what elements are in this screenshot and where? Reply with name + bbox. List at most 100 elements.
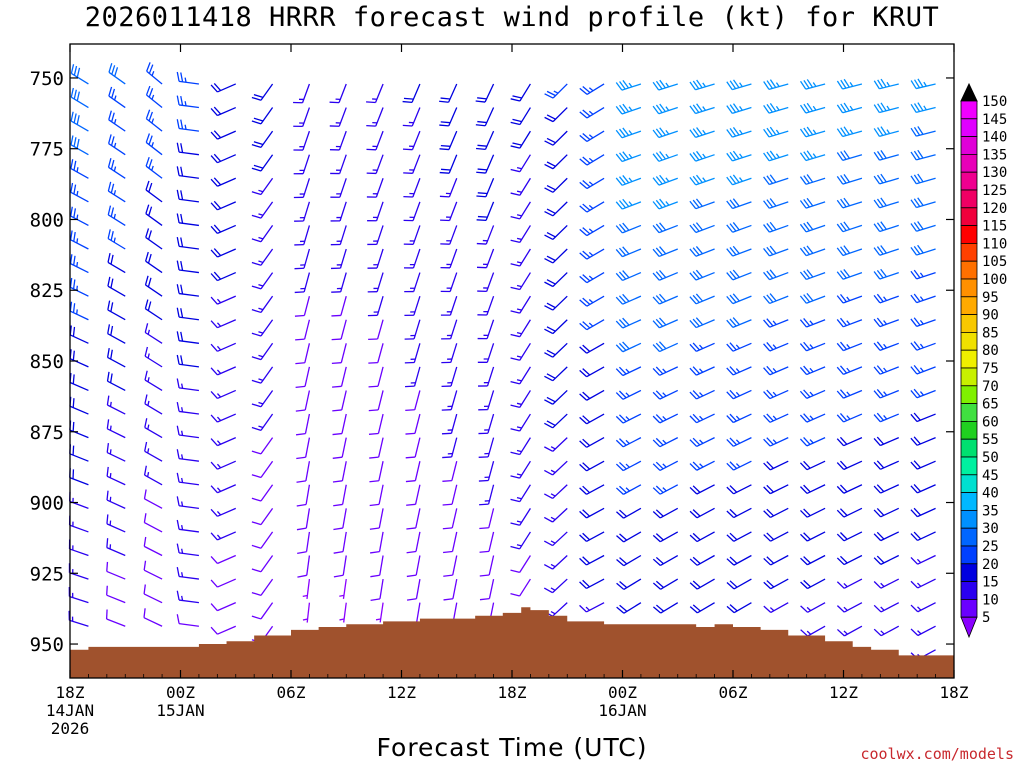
colorbar-swatch	[960, 260, 978, 280]
wind-barb-feather	[619, 509, 627, 517]
wind-barb-feather	[180, 213, 184, 224]
wind-barb-feather	[439, 171, 450, 174]
colorbar-swatch	[960, 385, 978, 404]
wind-barb-feather	[544, 187, 554, 193]
wind-barb-feather	[579, 87, 588, 95]
wind-barb-feather	[729, 270, 737, 279]
wind-barb-feather	[476, 171, 486, 174]
wind-barb-feather	[619, 604, 628, 612]
wind-barb-feather	[763, 510, 771, 518]
wind-barb-feather	[546, 302, 556, 309]
wind-barb-feather	[546, 232, 556, 238]
wind-barb-feather	[696, 79, 703, 89]
wind-barb-feather	[726, 439, 734, 447]
wind-barb-feather	[729, 104, 737, 113]
wind-barb-feather	[729, 461, 738, 469]
wind-barb-feather	[544, 493, 553, 500]
wind-barb-half-feather	[550, 540, 556, 544]
wind-barb-feather	[692, 199, 700, 208]
wind-barb-feather	[180, 284, 184, 295]
wind-barb-feather	[145, 133, 151, 143]
wind-barb-half-feather	[880, 606, 885, 611]
wind-barb-half-feather	[516, 426, 522, 429]
wind-barb-feather	[652, 487, 661, 495]
wind-barb-feather	[147, 301, 152, 311]
wind-barb-feather	[873, 247, 881, 256]
wind-barb-feather	[655, 223, 663, 232]
wind-barb-feather	[873, 628, 882, 637]
wind-barb-feather	[579, 322, 588, 331]
wind-barb-feather	[510, 593, 520, 597]
colorbar-label: 100	[982, 272, 1007, 288]
wind-barb-feather	[799, 462, 808, 471]
wind-barb-half-feather	[258, 283, 264, 287]
wind-barb-feather	[692, 461, 701, 470]
wind-barb-feather	[763, 200, 770, 209]
wind-barb-half-feather	[302, 618, 308, 621]
wind-barb-half-feather	[662, 439, 667, 444]
wind-barb-feather	[251, 143, 262, 149]
wind-barb-half-feather	[585, 606, 590, 611]
wind-barb-feather	[213, 130, 222, 139]
wind-barb-feather	[582, 86, 591, 94]
wind-barb-feather	[579, 534, 587, 542]
wind-barb-feather	[729, 128, 737, 137]
wind-barb-feather	[763, 367, 771, 376]
wind-barb-feather	[910, 366, 918, 375]
wind-barb-feather	[582, 109, 591, 117]
y-tick-label: 950	[30, 634, 64, 656]
wind-barb-feather	[579, 275, 588, 284]
wind-barb-half-feather	[151, 94, 155, 100]
wind-barb-feather	[803, 222, 810, 232]
wind-barb-staff	[143, 545, 163, 557]
wind-barb-feather	[729, 294, 737, 303]
wind-barb-feather	[479, 503, 489, 506]
wind-barb-feather	[546, 137, 556, 144]
wind-barb-feather	[689, 153, 697, 162]
wind-barb-feather	[477, 215, 488, 218]
wind-barb-feather	[333, 574, 344, 578]
wind-barb-feather	[803, 413, 811, 422]
wind-barb-feather	[210, 626, 218, 635]
wind-barb-feather	[619, 461, 627, 470]
wind-barb-half-feather	[699, 344, 704, 349]
wind-barb-feather	[251, 403, 262, 408]
wind-barb-feather	[836, 438, 845, 447]
wind-barb-feather	[876, 317, 884, 326]
wind-barb-half-feather	[113, 119, 117, 124]
wind-barb-feather	[692, 247, 700, 256]
wind-barb-feather	[510, 545, 520, 550]
wind-barb-half-feather	[923, 105, 927, 111]
wind-barb-half-feather	[699, 368, 704, 373]
wind-barb-staff	[305, 484, 311, 505]
wind-barb-feather	[876, 460, 885, 469]
wind-barb-feather	[695, 317, 704, 326]
wind-barb-half-feather	[772, 439, 777, 444]
wind-barb-feather	[913, 293, 921, 302]
wind-barb-half-feather	[516, 331, 522, 335]
wind-barb-feather	[799, 295, 807, 304]
wind-barb-feather	[297, 574, 307, 578]
wind-barb-half-feather	[516, 402, 522, 406]
wind-barb-feather	[443, 550, 453, 554]
wind-barb-half-feather	[258, 260, 264, 264]
wind-barb-feather	[546, 255, 556, 262]
x-tick-label: 12Z	[387, 683, 416, 702]
wind-barb-feather	[696, 150, 703, 160]
wind-barb-feather	[440, 97, 451, 100]
wind-barb-feather	[479, 550, 490, 553]
wind-barb-feather	[210, 555, 218, 564]
wind-barb-feather	[210, 296, 218, 305]
wind-barb-feather	[253, 117, 264, 122]
wind-barb-feather	[692, 318, 700, 327]
wind-barb-feather	[652, 391, 661, 400]
wind-barb-feather	[836, 557, 845, 566]
wind-barb-feather	[582, 180, 591, 188]
wind-barb-feather	[655, 556, 664, 565]
wind-barb-feather	[579, 158, 588, 166]
wind-barb-feather	[579, 252, 588, 260]
wind-barb-half-feather	[147, 400, 150, 406]
wind-barb-feather	[692, 152, 700, 161]
wind-barb-feather	[799, 366, 808, 375]
wind-barb-feather	[876, 412, 885, 421]
